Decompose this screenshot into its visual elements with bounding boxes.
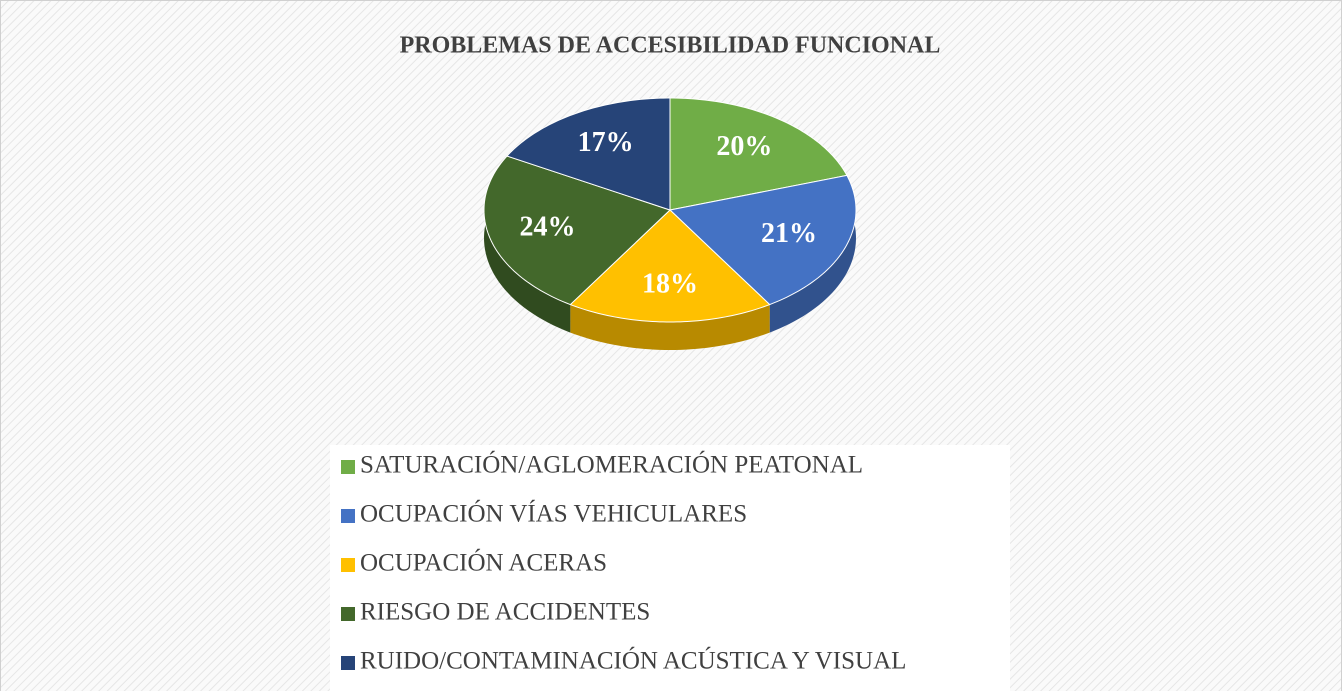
legend-swatch	[341, 656, 355, 670]
legend-label: RIESGO DE ACCIDENTES	[360, 599, 650, 626]
chart-title: PROBLEMAS DE ACCESIBILIDAD FUNCIONAL	[400, 33, 941, 59]
slice	[669, 97, 848, 211]
slice-side	[570, 304, 770, 350]
legend-swatch	[341, 607, 355, 621]
slice	[483, 155, 671, 306]
slice	[668, 174, 857, 306]
legend-label: RUIDO/CONTAMINACIÓN ACÚSTICA Y VISUAL	[360, 647, 906, 675]
legend-swatch	[341, 558, 355, 572]
data-label: 24%	[519, 211, 575, 242]
slice	[569, 209, 771, 323]
legend-label: OCUPACIÓN VÍAS VEHICULARES	[360, 500, 747, 528]
data-label: 20%	[716, 131, 772, 162]
slice	[506, 97, 671, 211]
legend-swatch	[341, 509, 355, 523]
data-label: 17%	[578, 127, 634, 158]
data-label: 21%	[761, 218, 817, 249]
slice-side	[484, 156, 571, 333]
legend-label: SATURACIÓN/AGLOMERACIÓN PEATONAL	[360, 451, 863, 479]
legend-box	[330, 445, 1010, 691]
data-label: 18%	[642, 269, 698, 300]
legend-label: OCUPACIÓN ACERAS	[360, 549, 607, 577]
legend-swatch	[341, 460, 355, 474]
